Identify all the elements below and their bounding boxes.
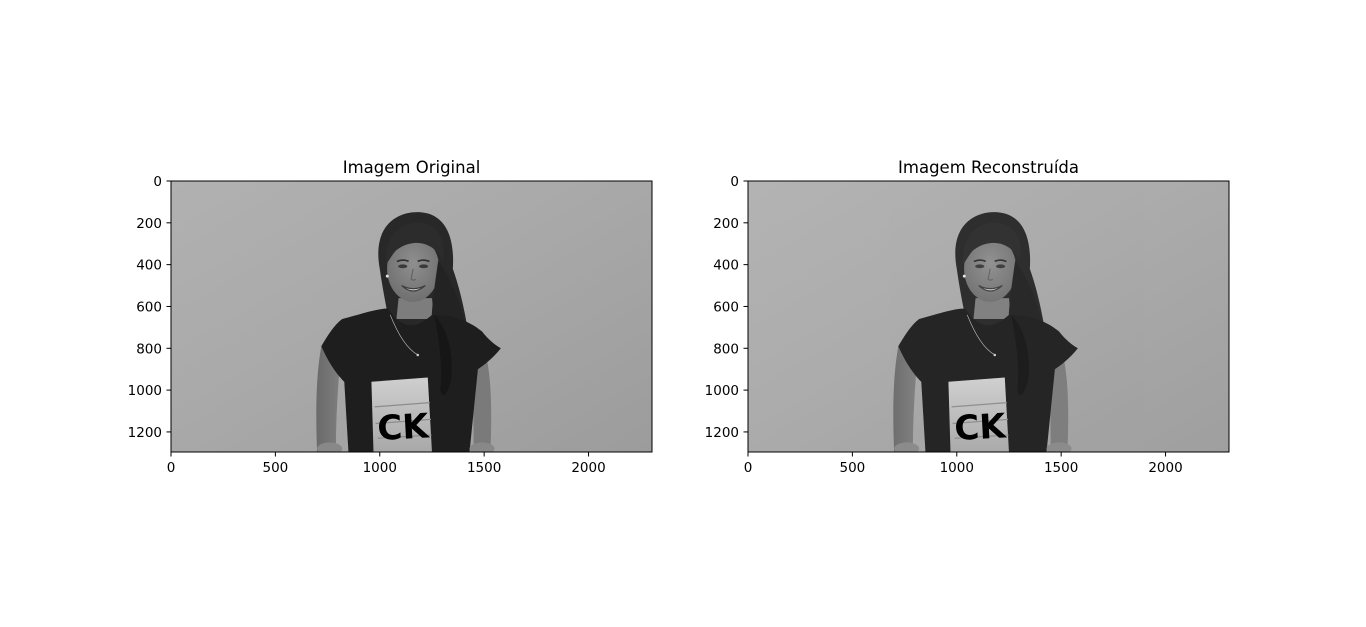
shirt-print-text: CK: [953, 406, 1008, 449]
axes-frame: [170, 180, 653, 453]
y-tick-label: 1000: [705, 383, 739, 399]
subplot-title: Imagem Original: [343, 158, 481, 177]
y-tick-label: 200: [136, 216, 162, 232]
y-tick-label: 200: [713, 216, 739, 232]
y-tick-label: 1000: [128, 383, 162, 399]
tick-group: 0 500 1000 1500 2000 0 200 400 600 800 1000 1200: [128, 174, 606, 476]
x-tick-label: 500: [262, 460, 288, 476]
y-tick-label: 400: [136, 258, 162, 274]
x-tick-label: 0: [744, 460, 753, 476]
x-tick-label: 1000: [940, 460, 974, 476]
x-tick-label: 2000: [1148, 460, 1182, 476]
y-tick-label: 1200: [128, 425, 162, 441]
shirt-print-text: CK: [376, 406, 431, 449]
x-tick-label: 0: [167, 460, 176, 476]
y-tick-label: 0: [153, 174, 162, 190]
photo-image-reconstructed: CK: [748, 181, 1229, 452]
subplot-reconstructed: Imagem Reconstruída CK 0 500 1000 1500 20000…: [705, 158, 1230, 476]
y-tick-label: 800: [136, 341, 162, 357]
y-tick-label: 800: [713, 341, 739, 357]
x-tick-label: 1500: [1044, 460, 1078, 476]
y-tick-label: 0: [730, 174, 739, 190]
x-tick-label: 1000: [363, 460, 397, 476]
x-tick-label: 500: [839, 460, 865, 476]
y-tick-label: 1200: [705, 425, 739, 441]
subplot-title: Imagem Reconstruída: [898, 158, 1079, 177]
y-tick-label: 600: [713, 299, 739, 315]
subplot-original: Imagem Original CK 0 500 1000 1500 2000 0 200 4…: [128, 158, 653, 476]
photo-image-original: CK: [171, 181, 652, 452]
y-tick-label: 600: [136, 299, 162, 315]
x-tick-label: 1500: [467, 460, 501, 476]
x-tick-label: 2000: [571, 460, 605, 476]
tick-group: 0 500 1000 1500 2000 0 200 400 600 800 1000 1200: [705, 174, 1183, 476]
y-tick-label: 400: [713, 258, 739, 274]
axes-frame: [747, 180, 1230, 453]
